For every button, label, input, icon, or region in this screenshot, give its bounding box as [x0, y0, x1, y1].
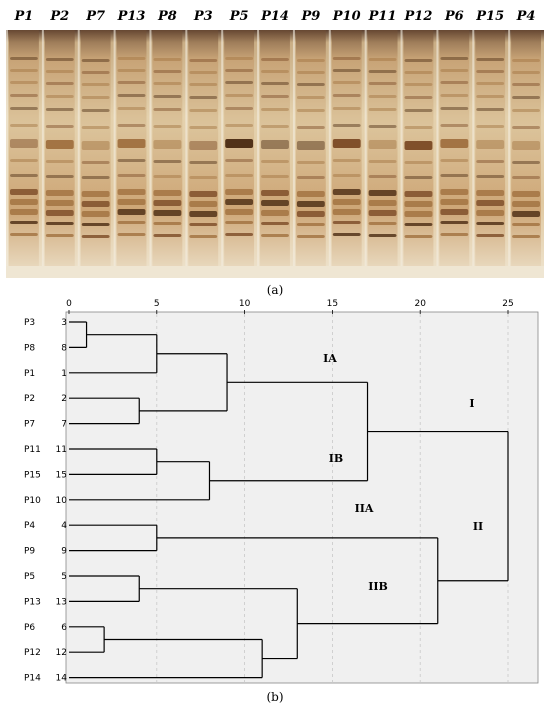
leaf-index: 14	[56, 674, 68, 684]
lane-label: P9	[300, 9, 320, 24]
leaf-index: 9	[61, 547, 67, 557]
gel-lane	[292, 30, 326, 270]
gel-lane	[149, 30, 183, 270]
lane-label: P7	[85, 9, 105, 24]
cluster-label-ia: IA	[323, 352, 337, 365]
axis-tick-label: 5	[154, 299, 160, 309]
leaf-name: P3	[24, 318, 35, 328]
caption-b: (b)	[266, 690, 284, 704]
gel-lane	[185, 30, 219, 270]
leaf-index: 1	[61, 369, 67, 379]
plot-area	[65, 311, 539, 684]
caption-a: (a)	[266, 283, 284, 297]
leaf-name: P9	[24, 547, 35, 557]
lane-label: P15	[475, 9, 504, 24]
leaf-name: P11	[24, 445, 41, 455]
leaf-index: 5	[61, 572, 67, 582]
leaf-index: 15	[56, 470, 67, 480]
gel-lane	[472, 30, 506, 270]
leaf-index: 8	[61, 343, 67, 353]
leaf-index: 10	[56, 496, 68, 506]
gel-lane	[364, 30, 398, 270]
leaf-index: 6	[61, 623, 67, 633]
leaf-name: P1	[24, 369, 35, 379]
grid-lines	[156, 314, 509, 683]
cluster-label-i: I	[469, 397, 474, 410]
leaf-name: P14	[24, 674, 41, 684]
lane-labels: P1 P2 P7 P13 P8 P3 P5 P14 P9 P10 P11 P12 P6 P15 P4	[14, 9, 536, 24]
axis-tick-label: 15	[327, 299, 338, 309]
lane-label: P10	[332, 9, 361, 24]
leaf-index: 2	[61, 394, 67, 404]
dendrogram-branches	[69, 321, 509, 679]
lane-label: P8	[157, 9, 177, 24]
lane-label: P5	[229, 9, 249, 24]
gel-lane	[77, 30, 111, 270]
leaf-name: P12	[24, 648, 41, 658]
leaf-index: 11	[56, 445, 67, 455]
distance-axis: 0 5 10 15 20 25	[66, 299, 514, 314]
leaf-name: P7	[24, 420, 35, 430]
leaf-name: P4	[24, 521, 35, 531]
leaf-name: P6	[24, 623, 35, 633]
lane-label: P2	[49, 9, 69, 24]
cluster-label-ib: IB	[329, 452, 343, 465]
leaf-name: P8	[24, 343, 35, 353]
gel-lane	[41, 30, 75, 270]
leaf-index: 12	[56, 648, 67, 658]
lane-label: P14	[260, 9, 289, 24]
lane-label: P13	[117, 9, 146, 24]
axis-tick-label: 10	[239, 299, 251, 309]
lane-label: P6	[444, 9, 464, 24]
cluster-label-ii: II	[473, 520, 483, 533]
lane-label: P12	[404, 9, 433, 24]
leaf-name: P10	[24, 496, 41, 506]
gel-lane	[400, 30, 434, 270]
gel-lanes	[6, 30, 544, 278]
gel-lane	[508, 30, 541, 270]
gel-lane	[221, 30, 255, 270]
leaf-index: 13	[56, 597, 67, 607]
gel-lane	[257, 30, 290, 270]
gel-lane	[113, 30, 147, 270]
lane-label: P11	[368, 9, 397, 24]
axis-tick-label: 25	[502, 299, 513, 309]
gel-image: P1 P2 P7 P13 P8 P3 P5 P14 P9 P10 P11 P12 P6 P15 P4	[6, 9, 544, 278]
lane-label: P3	[193, 9, 213, 24]
leaf-name: P5	[24, 572, 35, 582]
gel-lane	[6, 30, 39, 270]
lane-label: P1	[14, 9, 34, 24]
leaf-name: P13	[24, 597, 41, 607]
leaf-name: P2	[24, 394, 35, 404]
leaf-name: P15	[24, 470, 41, 480]
axis-tick-label: 20	[414, 299, 426, 309]
leaf-index: 4	[61, 521, 67, 531]
cluster-labels: IA IB I IIA II IIB	[323, 352, 483, 593]
leaf-index: 7	[61, 420, 67, 430]
gel-lane	[436, 30, 470, 270]
gel-lane	[328, 30, 362, 270]
lane-label: P4	[516, 9, 536, 24]
cluster-label-iia: IIA	[355, 502, 374, 515]
leaf-index: 3	[61, 318, 67, 328]
axis-tick-label: 0	[66, 299, 72, 309]
cluster-label-iib: IIB	[368, 580, 388, 593]
